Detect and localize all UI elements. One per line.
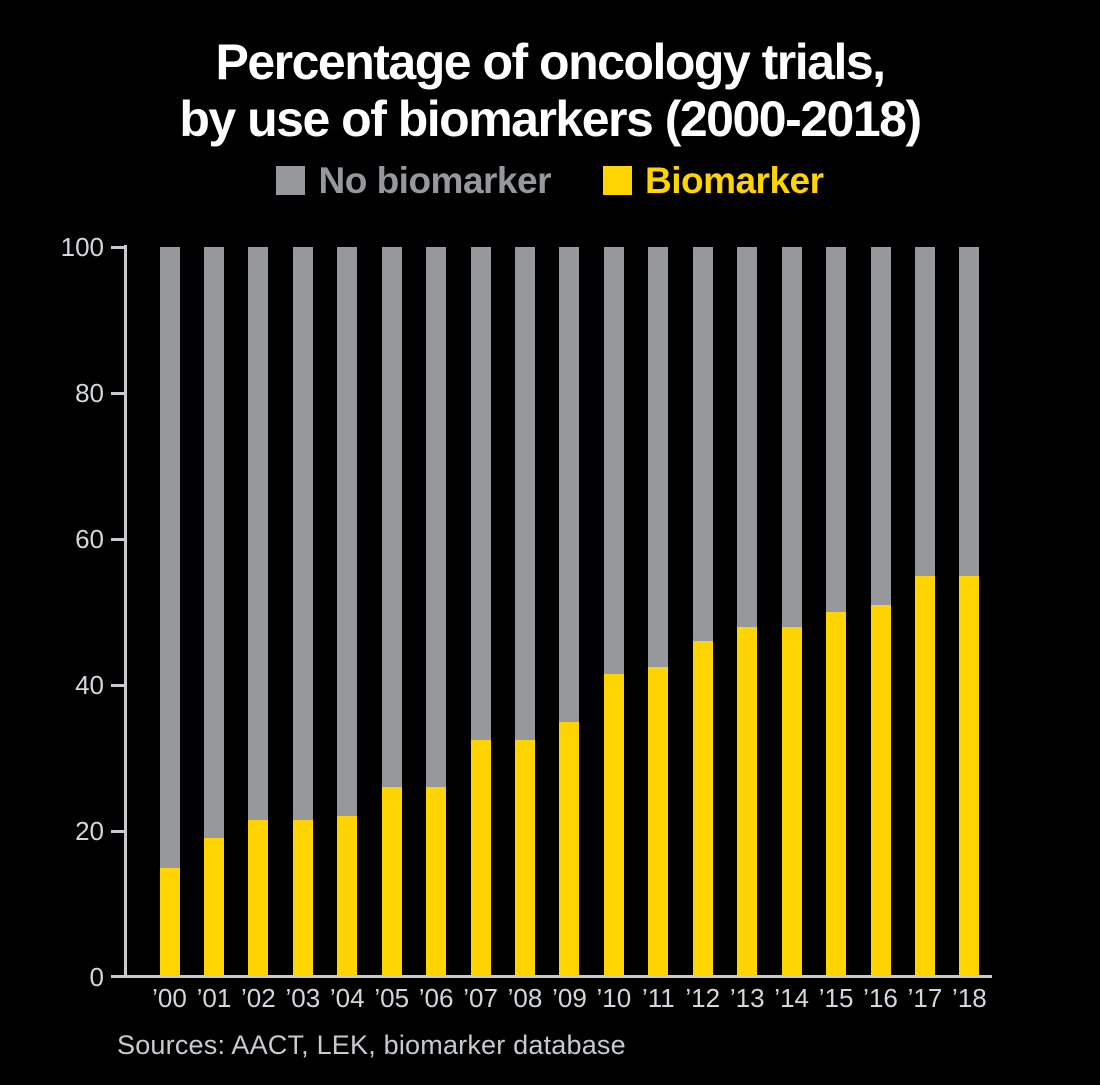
bar-05-no-biomarker-segment	[381, 247, 402, 788]
y-tick-mark	[111, 245, 126, 249]
legend: No biomarker Biomarker	[0, 162, 1100, 199]
bar-03-no-biomarker-segment	[292, 247, 313, 821]
x-tick-label: ’17	[907, 983, 943, 1013]
chart-title-line2: by use of biomarkers (2000-2018)	[179, 91, 922, 147]
bar-16-no-biomarker-segment	[870, 247, 891, 605]
bar-06-biomarker-segment	[426, 787, 447, 977]
bar-11-no-biomarker-segment	[648, 247, 669, 667]
x-tick-label: ’10	[596, 983, 632, 1013]
bar-13-no-biomarker-segment	[737, 247, 758, 627]
x-tick-label: ’03	[285, 983, 321, 1013]
bar-01-biomarker-segment	[203, 838, 224, 977]
bar-08-no-biomarker-segment	[515, 247, 536, 740]
bar-14-biomarker-segment	[781, 626, 802, 977]
bar-15-no-biomarker-segment	[826, 247, 847, 612]
chart-title: Percentage of oncology trials, by use of…	[0, 34, 1100, 148]
x-tick-label: ’18	[952, 983, 987, 1013]
bar-09-biomarker-segment	[559, 721, 580, 977]
bar-04-no-biomarker-segment	[337, 247, 358, 817]
legend-label-biomarker: Biomarker	[644, 160, 824, 201]
x-tick-label: ’01	[196, 983, 232, 1013]
bar-17-no-biomarker-segment	[914, 247, 935, 576]
bar-08-biomarker-segment	[515, 739, 536, 977]
x-tick-label: ’00	[152, 983, 187, 1013]
y-tick-label: 80	[75, 378, 104, 408]
x-tick-label: ’07	[463, 983, 498, 1013]
bar-07-biomarker-segment	[470, 739, 491, 977]
chart-title-line1: Percentage of oncology trials,	[215, 34, 886, 90]
bar-09-no-biomarker-segment	[559, 247, 580, 722]
bar-15-biomarker-segment	[826, 612, 847, 977]
bar-18-no-biomarker-segment	[959, 247, 980, 576]
bar-14-no-biomarker-segment	[781, 247, 802, 627]
x-tick-label: ’11	[641, 983, 675, 1013]
x-tick-label: ’09	[552, 983, 587, 1013]
sources-note: Sources: AACT, LEK, biomarker database	[117, 1030, 626, 1060]
y-axis-line	[124, 245, 127, 978]
bar-00-biomarker-segment	[159, 867, 180, 977]
legend-label-no-biomarker: No biomarker	[318, 160, 551, 201]
y-tick-label: 40	[75, 670, 104, 700]
bar-12-biomarker-segment	[692, 641, 713, 977]
bar-10-no-biomarker-segment	[603, 247, 624, 675]
bar-16-biomarker-segment	[870, 604, 891, 977]
bar-18-biomarker-segment	[959, 575, 980, 977]
legend-item-no-biomarker: No biomarker	[276, 162, 551, 199]
y-tick-mark	[111, 683, 126, 687]
x-tick-label: ’12	[685, 983, 721, 1013]
x-tick-label: ’04	[329, 983, 365, 1013]
bar-17-biomarker-segment	[914, 575, 935, 977]
x-tick-label: ’02	[241, 983, 276, 1013]
y-tick-label: 60	[75, 524, 104, 554]
x-axis-line	[111, 975, 992, 978]
no-biomarker-swatch-icon	[276, 166, 306, 195]
bar-11-biomarker-segment	[648, 666, 669, 977]
y-tick-mark	[111, 829, 126, 833]
x-tick-label: ’15	[818, 983, 854, 1013]
y-tick-label: 100	[60, 232, 104, 262]
bar-02-no-biomarker-segment	[248, 247, 269, 821]
y-tick-mark	[111, 537, 126, 541]
bar-10-biomarker-segment	[603, 674, 624, 977]
y-tick-mark	[111, 391, 126, 395]
x-tick-label: ’08	[507, 983, 543, 1013]
bar-13-biomarker-segment	[737, 626, 758, 977]
x-tick-label: ’06	[418, 983, 454, 1013]
bar-04-biomarker-segment	[337, 816, 358, 977]
y-tick-label: 0	[89, 962, 104, 992]
bar-02-biomarker-segment	[248, 820, 269, 977]
x-tick-label: ’05	[374, 983, 410, 1013]
bar-07-no-biomarker-segment	[470, 247, 491, 740]
x-tick-label: ’16	[863, 983, 898, 1013]
bar-05-biomarker-segment	[381, 787, 402, 977]
bar-00-no-biomarker-segment	[159, 247, 180, 868]
x-tick-label: ’13	[729, 983, 765, 1013]
legend-item-biomarker: Biomarker	[602, 160, 824, 201]
bar-01-no-biomarker-segment	[203, 247, 224, 839]
biomarker-swatch-icon	[602, 166, 632, 195]
bar-06-no-biomarker-segment	[426, 247, 447, 788]
bar-03-biomarker-segment	[292, 820, 313, 977]
y-tick-label: 20	[75, 816, 104, 846]
bar-12-no-biomarker-segment	[692, 247, 713, 642]
x-tick-label: ’14	[774, 983, 809, 1013]
